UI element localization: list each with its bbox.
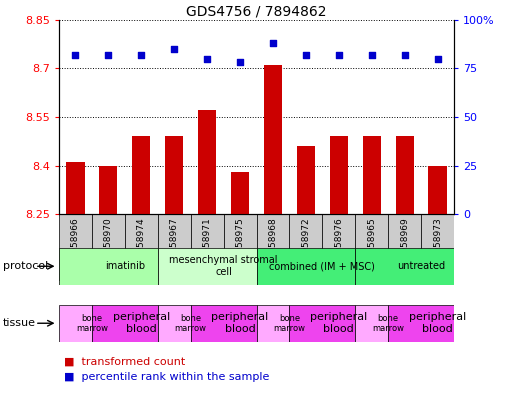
- Bar: [256, 214, 289, 281]
- Point: [71, 51, 80, 58]
- Point: [236, 59, 244, 66]
- Text: peripheral
blood: peripheral blood: [113, 312, 170, 334]
- Text: GSM1058974: GSM1058974: [137, 217, 146, 278]
- Text: GSM1058970: GSM1058970: [104, 217, 113, 278]
- Text: GSM1058966: GSM1058966: [71, 217, 80, 278]
- Bar: [66, 162, 85, 214]
- Bar: [231, 172, 249, 214]
- Bar: [428, 165, 447, 214]
- Bar: [59, 248, 158, 285]
- Bar: [256, 305, 289, 342]
- Bar: [363, 136, 381, 214]
- Text: GSM1058965: GSM1058965: [367, 217, 376, 278]
- Text: bone
marrow: bone marrow: [273, 314, 305, 333]
- Point: [269, 40, 277, 46]
- Bar: [59, 305, 92, 342]
- Bar: [92, 214, 125, 281]
- Bar: [297, 146, 315, 214]
- Point: [302, 51, 310, 58]
- Bar: [355, 214, 388, 281]
- Bar: [158, 305, 191, 342]
- Point: [401, 51, 409, 58]
- Point: [368, 51, 376, 58]
- Text: peripheral
blood: peripheral blood: [310, 312, 367, 334]
- Text: bone
marrow: bone marrow: [372, 314, 404, 333]
- Bar: [100, 165, 117, 214]
- Point: [170, 46, 179, 52]
- Point: [104, 51, 112, 58]
- Point: [203, 55, 211, 62]
- Text: untreated: untreated: [397, 261, 445, 271]
- Point: [433, 55, 442, 62]
- Bar: [92, 305, 158, 342]
- Bar: [355, 305, 388, 342]
- Bar: [289, 214, 322, 281]
- Bar: [396, 136, 413, 214]
- Text: mesenchymal stromal
cell: mesenchymal stromal cell: [169, 255, 278, 277]
- Text: ■  percentile rank within the sample: ■ percentile rank within the sample: [64, 372, 269, 382]
- Text: bone
marrow: bone marrow: [76, 314, 108, 333]
- Text: peripheral
blood: peripheral blood: [409, 312, 466, 334]
- Bar: [421, 214, 454, 281]
- Bar: [289, 305, 355, 342]
- Text: tissue: tissue: [3, 318, 35, 328]
- Bar: [132, 136, 150, 214]
- Bar: [355, 248, 454, 285]
- Text: GSM1058976: GSM1058976: [334, 217, 343, 278]
- Text: GSM1058975: GSM1058975: [235, 217, 245, 278]
- Text: GSM1058967: GSM1058967: [170, 217, 179, 278]
- Point: [334, 51, 343, 58]
- Bar: [165, 136, 183, 214]
- Text: protocol: protocol: [3, 261, 48, 271]
- Text: imatinib: imatinib: [105, 261, 145, 271]
- Text: peripheral
blood: peripheral blood: [211, 312, 269, 334]
- Text: GSM1058972: GSM1058972: [301, 217, 310, 278]
- Bar: [191, 214, 224, 281]
- Bar: [388, 305, 454, 342]
- Bar: [330, 136, 348, 214]
- Text: bone
marrow: bone marrow: [174, 314, 207, 333]
- Bar: [264, 65, 282, 214]
- Bar: [198, 110, 216, 214]
- Point: [137, 51, 145, 58]
- Bar: [59, 214, 92, 281]
- Text: GSM1058968: GSM1058968: [268, 217, 278, 278]
- Text: GSM1058973: GSM1058973: [433, 217, 442, 278]
- Text: GSM1058971: GSM1058971: [203, 217, 212, 278]
- Bar: [191, 305, 256, 342]
- Bar: [224, 214, 256, 281]
- Bar: [158, 214, 191, 281]
- Text: GSM1058969: GSM1058969: [400, 217, 409, 278]
- Bar: [322, 214, 355, 281]
- Bar: [158, 248, 256, 285]
- Bar: [125, 214, 158, 281]
- Text: ■  transformed count: ■ transformed count: [64, 356, 185, 367]
- Text: combined (IM + MSC): combined (IM + MSC): [269, 261, 376, 271]
- Bar: [256, 248, 355, 285]
- Bar: [388, 214, 421, 281]
- Title: GDS4756 / 7894862: GDS4756 / 7894862: [186, 4, 327, 18]
